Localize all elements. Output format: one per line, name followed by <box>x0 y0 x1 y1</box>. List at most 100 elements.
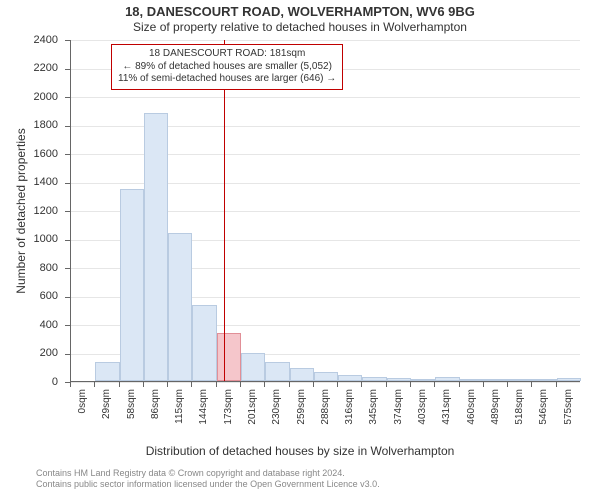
histogram-bar <box>387 378 411 381</box>
x-tick-mark <box>483 382 484 387</box>
x-tick-label: 374sqm <box>393 389 404 437</box>
x-axis-label: Distribution of detached houses by size … <box>0 444 600 458</box>
histogram-bar <box>217 333 241 381</box>
histogram-bar <box>241 353 265 381</box>
y-tick-mark <box>65 268 70 269</box>
histogram-bar <box>435 377 459 381</box>
y-tick-label: 1000 <box>0 233 58 245</box>
y-tick-mark <box>65 40 70 41</box>
x-tick-mark <box>459 382 460 387</box>
x-tick-label: 58sqm <box>126 389 137 437</box>
x-tick-label: 460sqm <box>466 389 477 437</box>
gridline <box>71 97 580 98</box>
credit-text: Contains HM Land Registry data © Crown c… <box>36 468 380 491</box>
x-tick-label: 431sqm <box>441 389 452 437</box>
y-tick-label: 1800 <box>0 119 58 131</box>
histogram-bar <box>338 375 362 381</box>
x-tick-label: 345sqm <box>368 389 379 437</box>
y-tick-mark <box>65 240 70 241</box>
callout-line-1: 18 DANESCOURT ROAD: 181sqm <box>118 48 336 61</box>
x-tick-mark <box>191 382 192 387</box>
histogram-bar <box>484 379 508 381</box>
histogram-bar <box>557 378 581 381</box>
x-tick-label: 403sqm <box>417 389 428 437</box>
callout-line-3: 11% of semi-detached houses are larger (… <box>118 73 336 86</box>
y-tick-label: 600 <box>0 290 58 302</box>
histogram-bar <box>95 362 119 381</box>
credit-line-1: Contains HM Land Registry data © Crown c… <box>36 468 380 479</box>
y-tick-label: 0 <box>0 376 58 388</box>
x-tick-label: 230sqm <box>271 389 282 437</box>
y-tick-label: 1200 <box>0 205 58 217</box>
x-tick-mark <box>386 382 387 387</box>
y-tick-mark <box>65 354 70 355</box>
histogram-bar <box>362 377 386 381</box>
x-tick-mark <box>216 382 217 387</box>
chart-title: 18, DANESCOURT ROAD, WOLVERHAMPTON, WV6 … <box>0 4 600 19</box>
x-tick-mark <box>313 382 314 387</box>
x-tick-mark <box>143 382 144 387</box>
y-tick-label: 1400 <box>0 176 58 188</box>
histogram-bar <box>290 368 314 381</box>
x-tick-mark <box>240 382 241 387</box>
y-tick-label: 2400 <box>0 34 58 46</box>
y-tick-mark <box>65 97 70 98</box>
x-tick-label: 115sqm <box>174 389 185 437</box>
x-tick-label: 86sqm <box>150 389 161 437</box>
x-tick-mark <box>70 382 71 387</box>
x-tick-mark <box>556 382 557 387</box>
histogram-bar <box>120 189 144 381</box>
x-tick-label: 144sqm <box>198 389 209 437</box>
x-tick-mark <box>264 382 265 387</box>
y-tick-mark <box>65 126 70 127</box>
x-tick-label: 201sqm <box>247 389 258 437</box>
plot-area: 18 DANESCOURT ROAD: 181sqm ← 89% of deta… <box>70 40 580 382</box>
x-tick-mark <box>434 382 435 387</box>
x-tick-label: 575sqm <box>563 389 574 437</box>
x-tick-mark <box>167 382 168 387</box>
chart-subtitle: Size of property relative to detached ho… <box>0 20 600 34</box>
y-tick-label: 800 <box>0 262 58 274</box>
y-tick-label: 2200 <box>0 62 58 74</box>
histogram-bar <box>314 372 338 381</box>
histogram-bar <box>265 362 289 381</box>
x-tick-label: 29sqm <box>101 389 112 437</box>
x-tick-mark <box>410 382 411 387</box>
x-tick-mark <box>289 382 290 387</box>
y-tick-mark <box>65 325 70 326</box>
histogram-bar <box>508 379 532 381</box>
credit-line-2: Contains public sector information licen… <box>36 479 380 490</box>
histogram-bar <box>192 305 216 381</box>
x-tick-mark <box>337 382 338 387</box>
callout-line-2: ← 89% of detached houses are smaller (5,… <box>118 61 336 74</box>
y-tick-label: 1600 <box>0 148 58 160</box>
y-tick-mark <box>65 69 70 70</box>
y-tick-mark <box>65 297 70 298</box>
histogram-bar <box>168 233 192 381</box>
gridline <box>71 40 580 41</box>
histogram-bar <box>460 379 484 381</box>
x-tick-label: 259sqm <box>296 389 307 437</box>
x-tick-mark <box>119 382 120 387</box>
x-tick-label: 518sqm <box>514 389 525 437</box>
x-tick-label: 288sqm <box>320 389 331 437</box>
y-tick-label: 2000 <box>0 91 58 103</box>
x-tick-label: 0sqm <box>77 389 88 437</box>
x-tick-label: 173sqm <box>223 389 234 437</box>
gridline <box>71 382 580 383</box>
x-tick-mark <box>507 382 508 387</box>
histogram-bar <box>144 113 168 381</box>
y-tick-mark <box>65 154 70 155</box>
reference-line <box>224 40 225 381</box>
y-tick-label: 400 <box>0 319 58 331</box>
y-tick-mark <box>65 183 70 184</box>
y-tick-mark <box>65 211 70 212</box>
y-tick-label: 200 <box>0 347 58 359</box>
x-tick-mark <box>531 382 532 387</box>
callout-box: 18 DANESCOURT ROAD: 181sqm ← 89% of deta… <box>111 44 343 90</box>
histogram-bar <box>411 379 435 381</box>
histogram-bar <box>532 379 556 381</box>
x-tick-mark <box>361 382 362 387</box>
x-tick-label: 546sqm <box>538 389 549 437</box>
x-tick-mark <box>94 382 95 387</box>
